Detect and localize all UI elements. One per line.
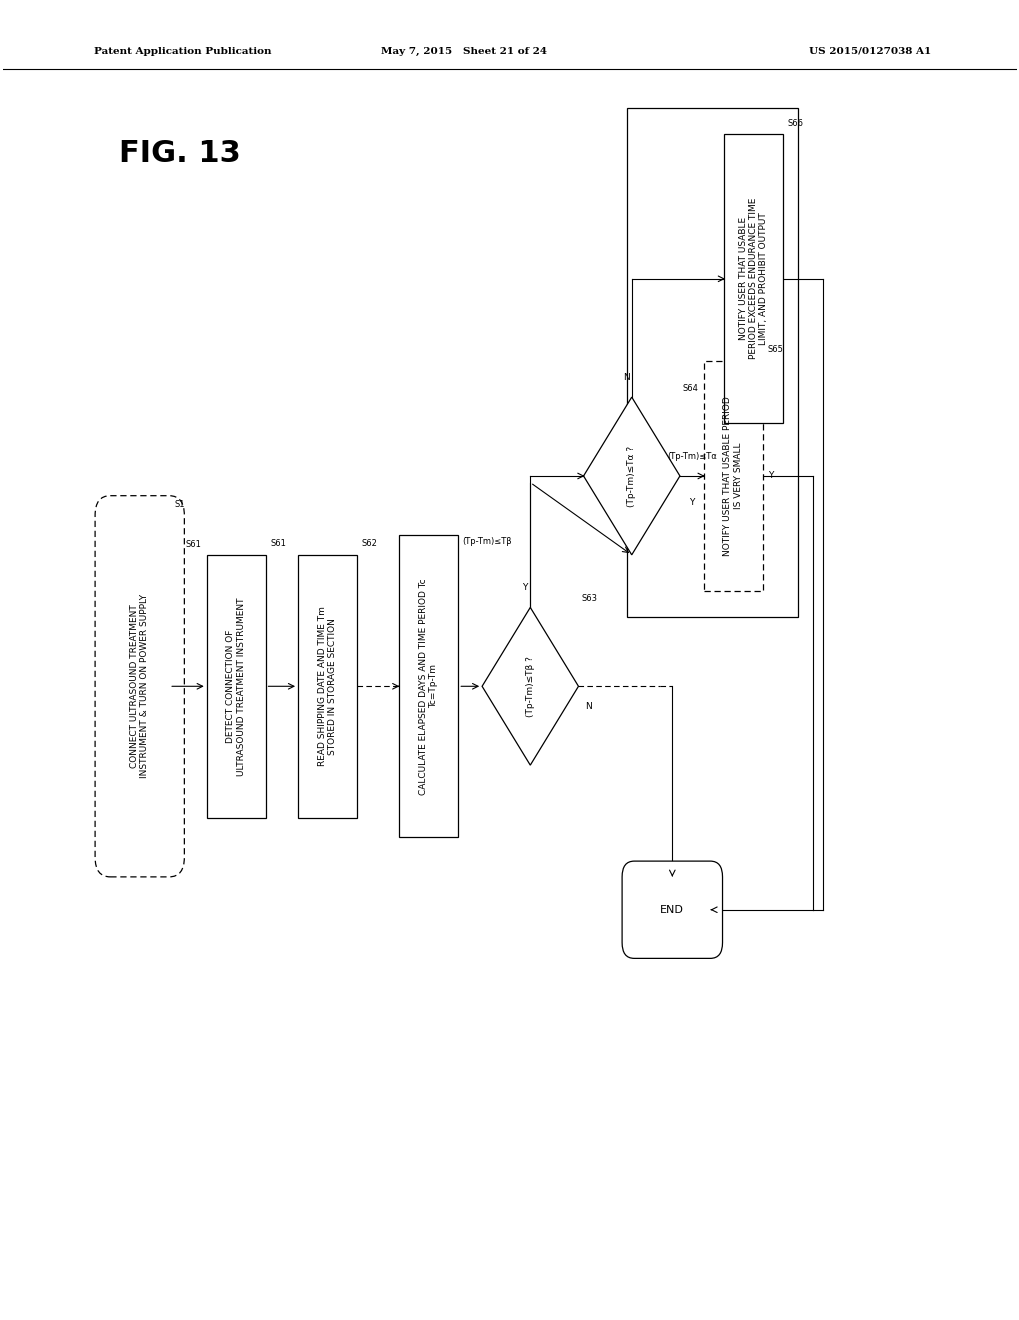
Text: CALCULATE ELAPSED DAYS AND TIME PERIOD Tc
Tc=Tp-Tm: CALCULATE ELAPSED DAYS AND TIME PERIOD T… (419, 578, 438, 795)
Text: S61: S61 (185, 540, 202, 549)
Polygon shape (583, 397, 680, 554)
Text: S65: S65 (767, 346, 783, 354)
Text: S1: S1 (174, 500, 184, 508)
FancyBboxPatch shape (723, 135, 783, 424)
Text: (Tp-Tm)≤Tα: (Tp-Tm)≤Tα (666, 451, 716, 461)
Text: FIG. 13: FIG. 13 (119, 140, 240, 169)
Text: DETECT CONNECTION OF
ULTRASOUND TREATMENT INSTRUMENT: DETECT CONNECTION OF ULTRASOUND TREATMEN… (226, 597, 246, 776)
Text: READ SHIPPING DATE AND TIME Tm
STORED IN STORAGE SECTION: READ SHIPPING DATE AND TIME Tm STORED IN… (317, 606, 336, 766)
Polygon shape (482, 607, 578, 766)
Text: S62: S62 (362, 540, 377, 548)
Text: Y: Y (767, 471, 772, 480)
Text: Y: Y (522, 583, 528, 593)
Text: Patent Application Publication: Patent Application Publication (94, 48, 271, 55)
Text: (Tp-Tm)≤Tβ ?: (Tp-Tm)≤Tβ ? (525, 656, 534, 717)
Text: S63: S63 (581, 594, 597, 603)
Text: Y: Y (689, 498, 694, 507)
Text: (Tp-Tm)≤Tβ: (Tp-Tm)≤Tβ (462, 537, 512, 546)
Text: (Tp-Tm)≤Tα ?: (Tp-Tm)≤Tα ? (627, 445, 636, 507)
Text: May 7, 2015   Sheet 21 of 24: May 7, 2015 Sheet 21 of 24 (381, 48, 547, 55)
Text: US 2015/0127038 A1: US 2015/0127038 A1 (808, 48, 930, 55)
Text: S64: S64 (683, 384, 698, 393)
FancyBboxPatch shape (399, 535, 458, 837)
FancyBboxPatch shape (298, 554, 357, 817)
FancyBboxPatch shape (622, 861, 721, 958)
FancyBboxPatch shape (207, 554, 265, 817)
Text: N: N (623, 372, 630, 381)
Text: N: N (585, 701, 591, 710)
FancyBboxPatch shape (703, 360, 762, 591)
Text: S66: S66 (788, 119, 803, 128)
Text: S61: S61 (270, 540, 286, 548)
Text: CONNECT ULTRASOUND TREATMENT
INSTRUMENT & TURN ON POWER SUPPLY: CONNECT ULTRASOUND TREATMENT INSTRUMENT … (129, 594, 149, 779)
Text: END: END (659, 904, 684, 915)
FancyBboxPatch shape (95, 496, 184, 876)
Text: NOTIFY USER THAT USABLE
PERIOD EXCEEDS ENDURANCE TIME
LIMIT, AND PROHIBIT OUTPUT: NOTIFY USER THAT USABLE PERIOD EXCEEDS E… (738, 198, 767, 359)
Text: NOTIFY USER THAT USABLE PERIOD
IS VERY SMALL: NOTIFY USER THAT USABLE PERIOD IS VERY S… (722, 396, 742, 556)
